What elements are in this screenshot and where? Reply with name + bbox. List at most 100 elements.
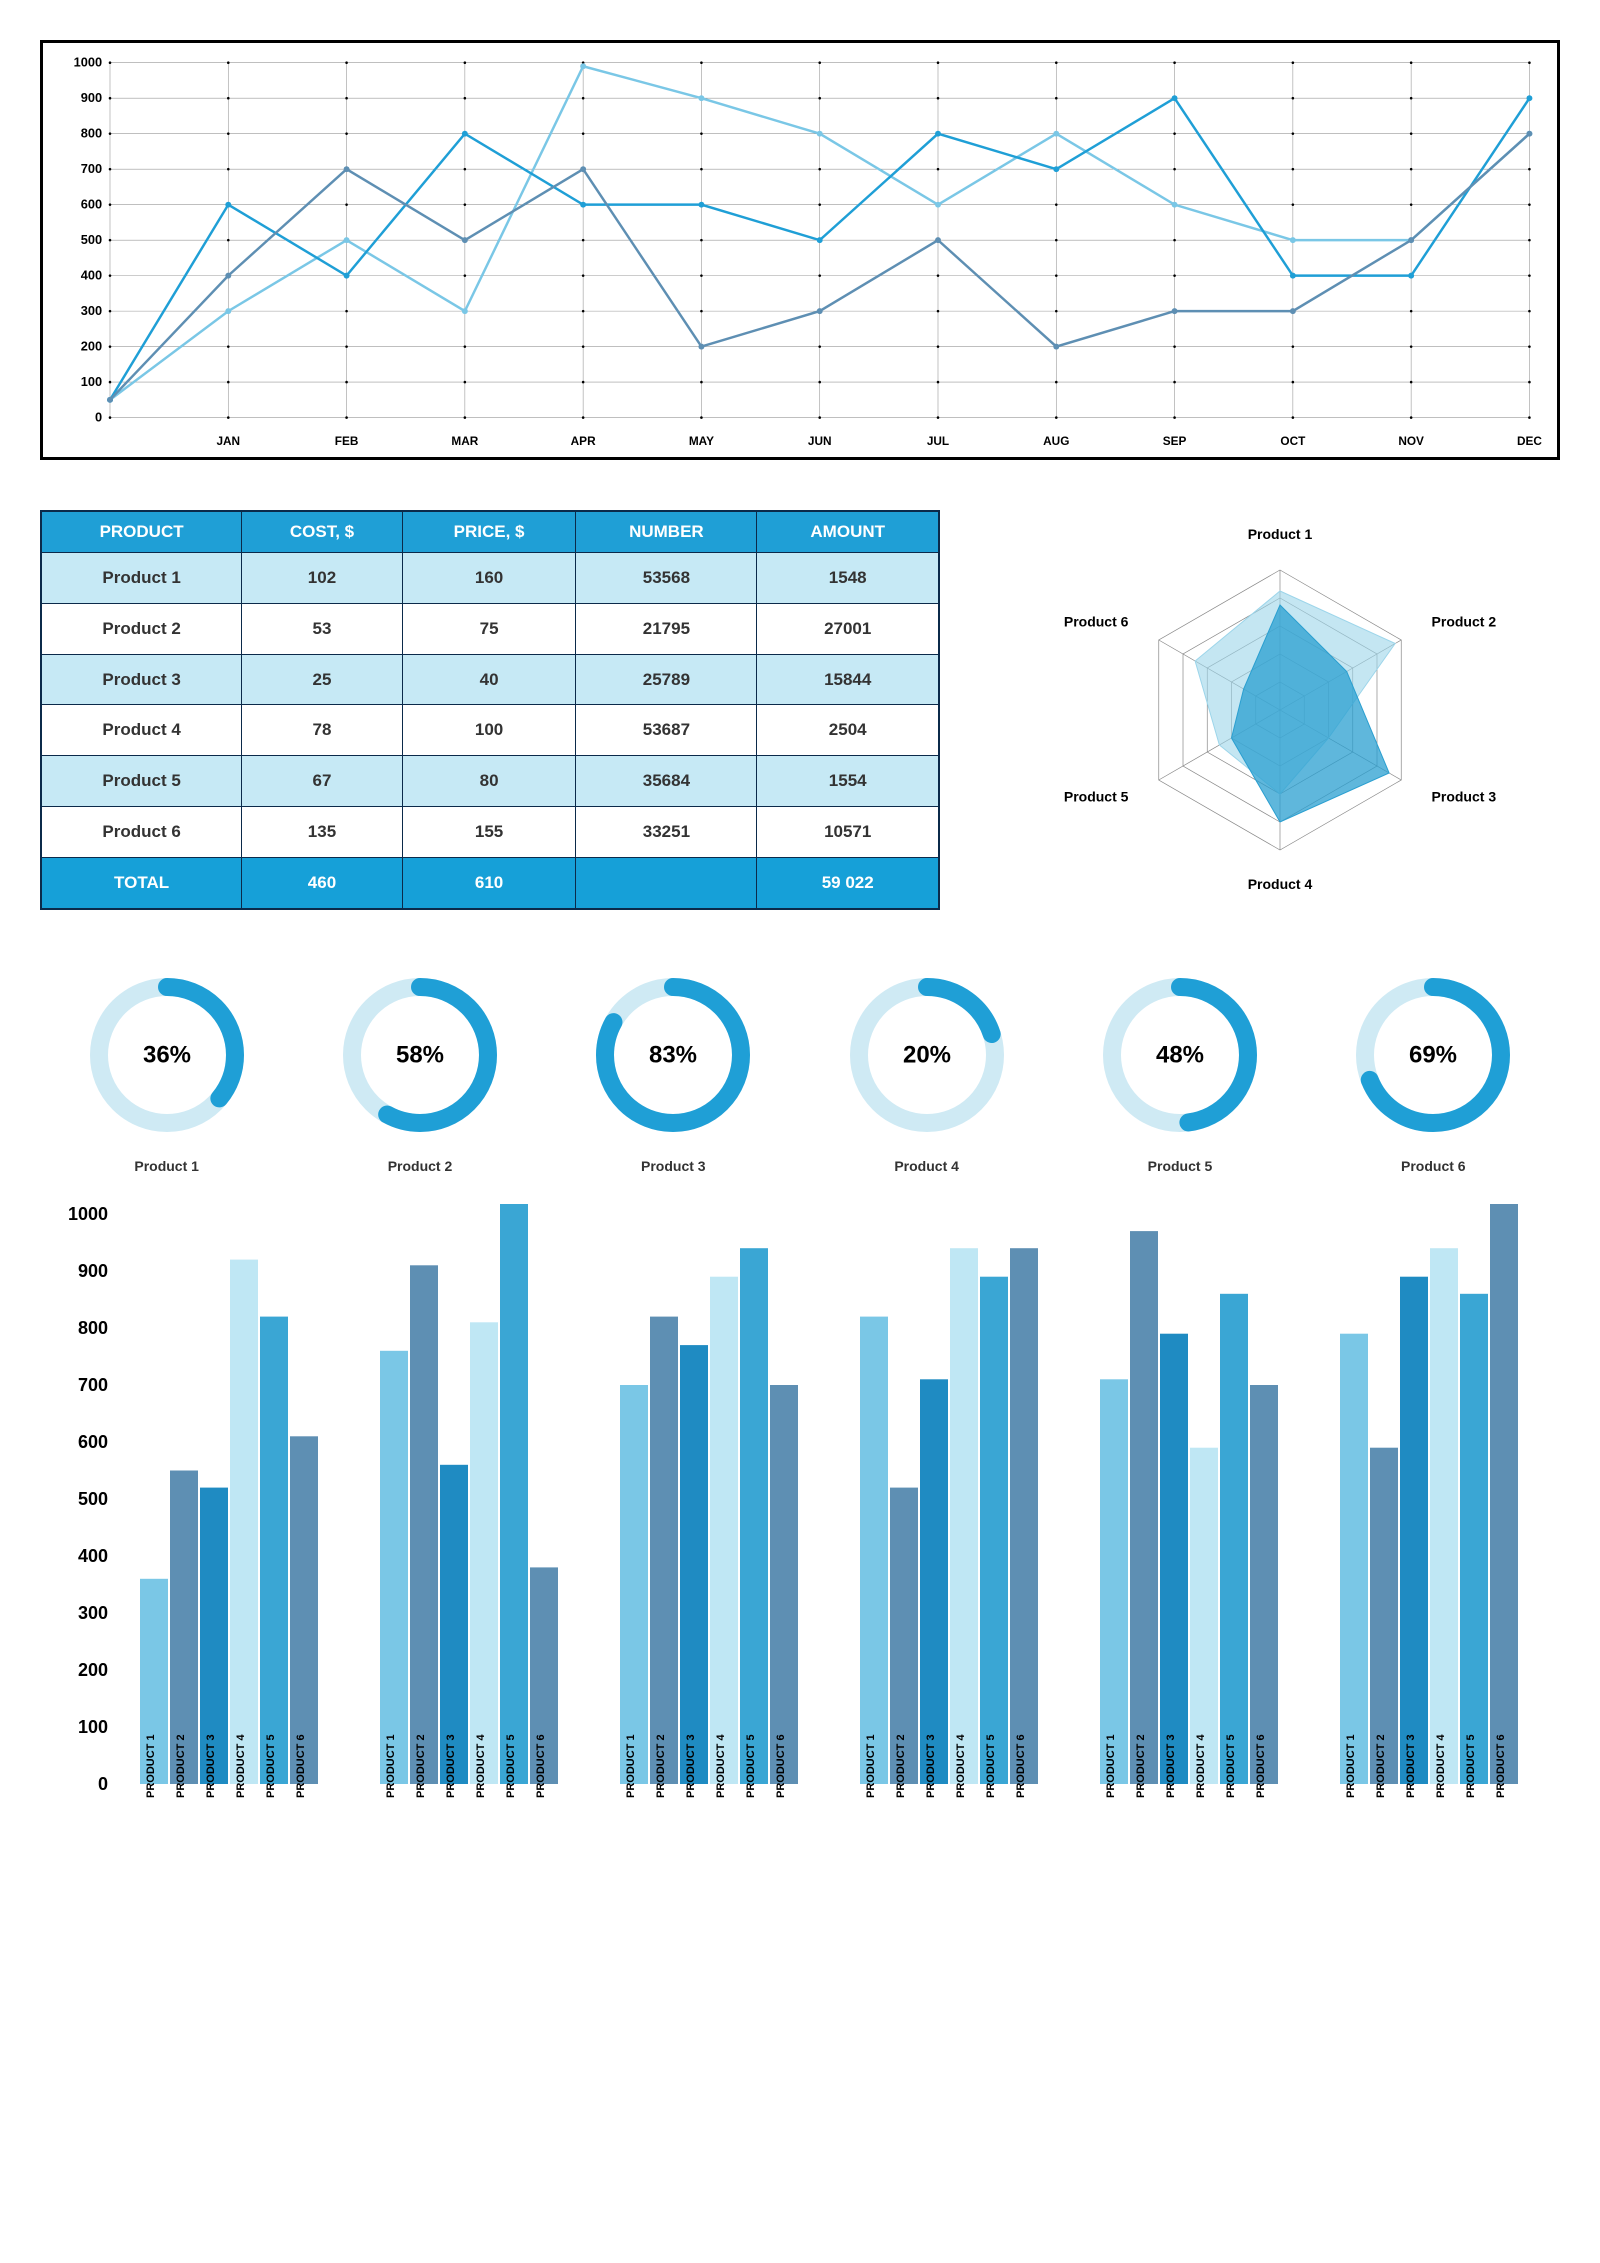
bar [1100,1379,1128,1784]
x-tick-label: APR [571,434,596,448]
x-tick-label: MAR [451,434,478,448]
table-cell: 53568 [576,553,757,604]
y-tick-label: 200 [81,339,102,354]
table-cell: 100 [402,705,576,756]
donut-item: 83%Product 3 [588,970,758,1174]
table-cell: 160 [402,553,576,604]
y-tick-label: 800 [81,126,102,141]
bar-x-label: PRODUCT 5 [1465,1734,1477,1798]
donut-item: 20%Product 4 [842,970,1012,1174]
donut-item: 36%Product 1 [82,970,252,1174]
bar [740,1248,768,1784]
donut-label: Product 6 [1401,1158,1466,1174]
bar-y-tick-label: 500 [78,1489,108,1509]
table-header-cell: AMOUNT [757,511,939,553]
bar-x-label: PRODUCT 2 [175,1734,187,1798]
bar-x-label: PRODUCT 2 [1375,1734,1387,1798]
table-cell: Product 5 [41,756,242,807]
y-tick-label: 400 [81,268,102,283]
donut-item: 58%Product 2 [335,970,505,1174]
bar-y-tick-label: 1000 [68,1204,108,1224]
bar-x-label: PRODUCT 5 [265,1734,277,1798]
donut-gauge-icon: 83% [588,970,758,1140]
bar-x-label: PRODUCT 1 [145,1734,157,1798]
bar-x-label: PRODUCT 5 [985,1734,997,1798]
donut-gauge-icon: 20% [842,970,1012,1140]
bar-x-label: PRODUCT 4 [955,1734,967,1798]
table-cell: 80 [402,756,576,807]
bar [860,1317,888,1784]
table-row: Product 61351553325110571 [41,807,939,858]
donut-item: 48%Product 5 [1095,970,1265,1174]
table-cell: 53687 [576,705,757,756]
bar-x-label: PRODUCT 4 [235,1734,247,1798]
table-cell: 10571 [757,807,939,858]
y-tick-label: 0 [95,410,102,425]
bar-x-label: PRODUCT 3 [925,1734,937,1798]
table-cell: 78 [242,705,403,756]
x-tick-label: NOV [1398,434,1424,448]
bar [500,1204,528,1784]
bar-y-tick-label: 400 [78,1546,108,1566]
bar [920,1379,948,1784]
table-row: Product 56780356841554 [41,756,939,807]
radar-axis-label: Product 2 [1432,614,1497,630]
x-tick-label: AUG [1043,434,1069,448]
table-total-cell: 610 [402,857,576,909]
bar [1190,1448,1218,1784]
bar [950,1248,978,1784]
bar-y-tick-label: 200 [78,1660,108,1680]
table-total-cell: TOTAL [41,857,242,909]
x-tick-label: JAN [216,434,240,448]
bar [1430,1248,1458,1784]
bar-x-label: PRODUCT 6 [535,1734,547,1798]
table-header-cell: NUMBER [576,511,757,553]
bar [380,1351,408,1784]
table-cell: 1554 [757,756,939,807]
y-tick-label: 300 [81,303,102,318]
bar-x-label: PRODUCT 1 [1105,1734,1117,1798]
y-tick-label: 1000 [74,55,102,70]
donut-percent: 20% [903,1042,951,1069]
bar-y-tick-label: 100 [78,1717,108,1737]
line-chart-svg: 01002003004005006007008009001000JANFEBMA… [43,43,1557,457]
bar-x-label: PRODUCT 5 [1225,1734,1237,1798]
donut-percent: 36% [143,1042,191,1069]
bar-x-label: PRODUCT 4 [475,1734,487,1798]
radar-axis-label: Product 6 [1064,614,1129,630]
bar [1250,1385,1278,1784]
x-tick-label: MAY [689,434,714,448]
donut-gauge-icon: 58% [335,970,505,1140]
table-row: Product 1102160535681548 [41,553,939,604]
bar [410,1265,438,1784]
radar-chart-svg: Product 1Product 2Product 3Product 4Prod… [1020,510,1540,910]
x-tick-label: JUN [808,434,832,448]
bar [1010,1248,1038,1784]
bar-y-tick-label: 900 [78,1261,108,1281]
bar [1130,1231,1158,1784]
table-cell: 135 [242,807,403,858]
bar [710,1277,738,1784]
bar-x-label: PRODUCT 1 [1345,1734,1357,1798]
table-cell: 25 [242,654,403,705]
donut-gauge-icon: 36% [82,970,252,1140]
x-tick-label: JUL [927,434,949,448]
bar-y-tick-label: 700 [78,1375,108,1395]
table-total-cell: 59 022 [757,857,939,909]
donut-row: 36%Product 158%Product 283%Product 320%P… [40,970,1560,1174]
table-header-cell: PRODUCT [41,511,242,553]
bar-x-label: PRODUCT 1 [865,1734,877,1798]
bar-x-label: PRODUCT 4 [715,1734,727,1798]
bar [290,1436,318,1784]
bar [680,1345,708,1784]
table-cell: 40 [402,654,576,705]
bar [1160,1334,1188,1784]
bar-x-label: PRODUCT 3 [685,1734,697,1798]
bar-x-label: PRODUCT 4 [1435,1734,1447,1798]
radar-chart: Product 1Product 2Product 3Product 4Prod… [1000,510,1560,910]
bar-y-tick-label: 600 [78,1432,108,1452]
table-cell: 15844 [757,654,939,705]
bar-x-label: PRODUCT 2 [1135,1734,1147,1798]
table-header-cell: COST, $ [242,511,403,553]
donut-percent: 69% [1409,1042,1457,1069]
